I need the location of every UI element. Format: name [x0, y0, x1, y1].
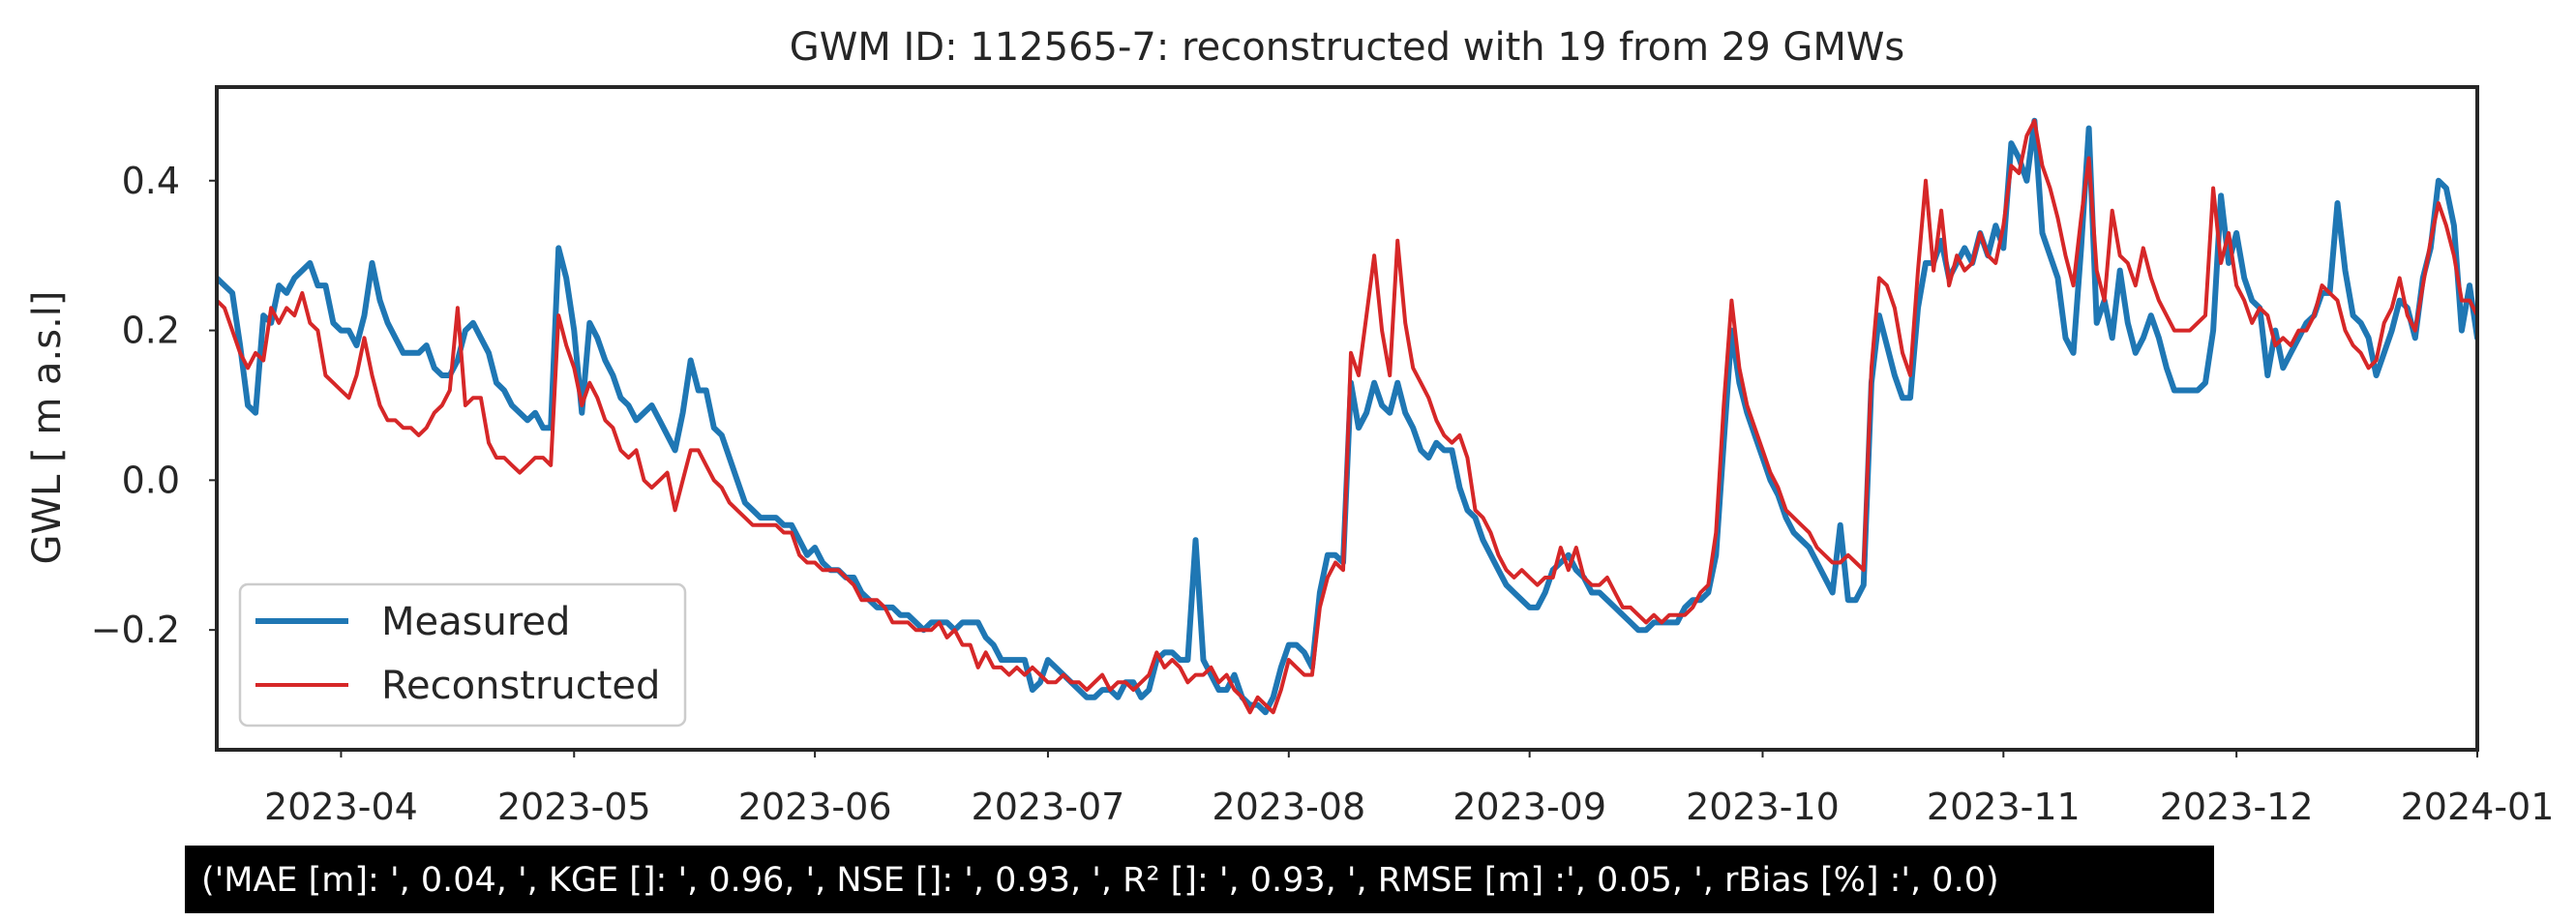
y-tick-label: 0.4: [122, 160, 180, 202]
chart-title: GWM ID: 112565-7: reconstructed with 19 …: [790, 25, 1905, 70]
x-tick-label: 2024-01: [2401, 786, 2555, 828]
x-tick-label: 2023-06: [738, 786, 892, 828]
ticks-layer: 2023-04 2023-05 2023-06 2023-07 2023-08 2023-…: [91, 160, 2555, 828]
stats-box-background: [185, 846, 2214, 913]
legend-frame: [238, 582, 687, 728]
y-axis-label: GWL [ m a.s.l]: [25, 290, 70, 564]
y-tick-label: 0.2: [122, 310, 180, 352]
y-tick-label: 0.0: [122, 459, 180, 501]
plot-area-frame: [215, 85, 2479, 752]
x-tick-label: 2023-07: [972, 786, 1125, 828]
legend-label-measured: Measured: [381, 600, 570, 644]
series-line-reconstructed: [217, 118, 2477, 715]
x-tick-label: 2023-09: [1453, 786, 1606, 828]
legend: Measured Reconstructed: [238, 582, 687, 728]
x-tick-label: 2023-05: [497, 786, 651, 828]
x-tick-label: 2023-10: [1686, 786, 1840, 828]
x-tick-label: 2023-08: [1212, 786, 1365, 828]
x-tick-label: 2023-12: [2160, 786, 2314, 828]
stats-box: ('MAE [m]: ', 0.04, ', KGE []: ', 0.96, …: [185, 846, 2214, 913]
y-tick-label: −0.2: [91, 609, 180, 651]
x-tick-label: 2023-04: [264, 786, 418, 828]
legend-label-reconstructed: Reconstructed: [381, 664, 660, 708]
x-tick-label: 2023-11: [1927, 786, 2081, 828]
stats-text: ('MAE [m]: ', 0.04, ', KGE []: ', 0.96, …: [201, 861, 1999, 900]
series-layer: [217, 117, 2477, 716]
